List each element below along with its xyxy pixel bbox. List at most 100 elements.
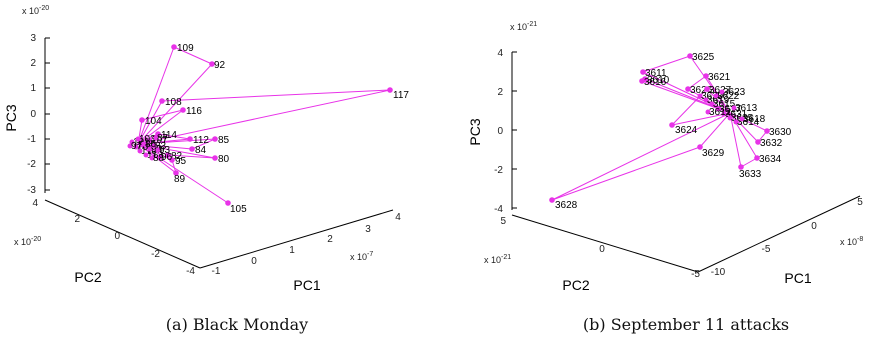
data-point-label: 95 (175, 156, 187, 167)
data-point-label: 89 (174, 174, 186, 185)
chart-b-points: 3625361136103616362136263627362436303632… (549, 52, 792, 211)
chart-a-x-tick: 2 (327, 234, 333, 245)
edge-line (137, 143, 193, 150)
data-point (640, 69, 646, 75)
chart-a-y-exponent: x 10-20 (14, 236, 41, 247)
data-point-label: 3625 (692, 52, 715, 63)
cluster-point (713, 93, 719, 99)
data-point (764, 128, 770, 134)
data-point (165, 152, 171, 158)
cluster-point-label: 113 (147, 150, 163, 161)
chart-b-z-ticks: 4 2 0 -2 -4 (494, 48, 517, 215)
chart-b-y-tick: -5 (691, 269, 700, 280)
cluster-point (155, 147, 161, 153)
chart-a-z-tick: 1 (30, 83, 36, 94)
data-point-label: 108 (165, 97, 182, 108)
data-point (685, 86, 691, 92)
chart-a-x-axis-line (199, 209, 394, 269)
edge-line (137, 143, 173, 161)
data-point-label: 3626 (690, 85, 713, 96)
cluster-point (733, 119, 739, 125)
edge-line (137, 100, 163, 145)
chart-b: 4 2 0 -2 -4 x 10-21 PC3 5 0 -5 x 10-21 P… (467, 21, 863, 334)
cluster-point-label: 97 (131, 141, 143, 152)
edge-line (729, 112, 759, 143)
cluster-point-label: 107 (151, 135, 168, 146)
cluster-point (147, 146, 153, 152)
cluster-point-label: 83 (155, 141, 167, 152)
chart-b-z-tick: -2 (494, 165, 503, 176)
data-point-label: 3629 (702, 148, 725, 159)
cluster-point (719, 89, 725, 95)
data-point-label: 3634 (759, 154, 782, 165)
chart-b-x-tick: -5 (762, 244, 771, 255)
cluster-point-label: 3619 (707, 95, 730, 106)
data-point (209, 61, 215, 67)
chart-b-x-tick: -10 (711, 267, 726, 278)
data-point (549, 197, 555, 203)
chart-a-x-tick: 4 (395, 212, 401, 223)
cluster-point (141, 141, 147, 147)
chart-a-x-tick: -1 (212, 266, 221, 277)
data-point-label: 116 (186, 106, 202, 117)
data-point-label: 112 (193, 135, 209, 146)
edge-line (137, 46, 175, 145)
data-point-label: 3624 (675, 125, 698, 136)
data-point (225, 200, 231, 206)
cluster-point-label: 101 (133, 137, 150, 148)
cluster-point (739, 116, 745, 122)
edge-line (161, 89, 391, 102)
chart-a-z-tick: -2 (27, 159, 36, 170)
cluster-point-label: 88 (153, 153, 165, 164)
chart-b-y-tick: 5 (500, 216, 506, 227)
cluster-point-label: 3631 (725, 109, 748, 120)
chart-b-caption: (b) September 11 attacks (583, 315, 789, 334)
chart-b-x-tick: 5 (857, 197, 863, 208)
chart-b-z-tick: 4 (497, 48, 503, 59)
chart-a-edges (137, 46, 391, 204)
cluster-point (151, 143, 157, 149)
chart-b-z-label: PC3 (467, 118, 483, 145)
edge-line (687, 88, 731, 114)
cluster-point-label: 3623 (723, 87, 746, 98)
chart-a-x-tick: 0 (251, 256, 257, 267)
chart-a-z-exponent: x 10-20 (22, 5, 49, 16)
chart-b-y-axis-line (511, 214, 699, 273)
cluster-point-label: 3620 (701, 91, 724, 102)
edge-line (137, 143, 229, 204)
edge-line (671, 112, 731, 126)
cluster-point (715, 106, 721, 112)
data-point-label: 3628 (555, 200, 578, 211)
chart-a-z-tick: 3 (30, 33, 36, 44)
cluster-point-label: 110 (141, 146, 157, 157)
chart-a-y-tick: -4 (186, 266, 195, 277)
chart-a-y-axis-line (44, 199, 201, 269)
cluster-point-label: 96 (161, 152, 173, 163)
chart-b-z-exponent: x 10-21 (510, 21, 537, 32)
cluster-point (137, 148, 143, 154)
edge-line (551, 112, 731, 201)
edge-line (137, 143, 177, 174)
edge-line (137, 109, 184, 145)
data-point-label: 3633 (739, 169, 762, 180)
chart-b-x-label: PC1 (784, 270, 811, 286)
data-point (703, 73, 709, 79)
data-point-label: 3630 (769, 127, 792, 138)
data-point-label: 117 (393, 90, 409, 101)
data-point (387, 87, 393, 93)
chart-b-x-ticks: -10 -5 0 5 (711, 197, 863, 278)
edge-line (699, 112, 731, 148)
edge-line (740, 157, 758, 168)
data-point-label: 3611 (645, 68, 667, 79)
data-point (155, 131, 161, 137)
data-point (697, 144, 703, 150)
data-point-label: 109 (177, 43, 194, 54)
chart-a-x-exponent: x 10-7 (350, 251, 373, 262)
chart-b-x-axis-line (697, 195, 861, 273)
chart-b-x-exponent: x 10-8 (840, 236, 863, 247)
edge-line (157, 133, 191, 140)
data-point-label: 82 (171, 151, 183, 162)
chart-a-y-ticks: 4 2 0 -2 -4 (32, 198, 195, 277)
cluster-point (129, 139, 135, 145)
